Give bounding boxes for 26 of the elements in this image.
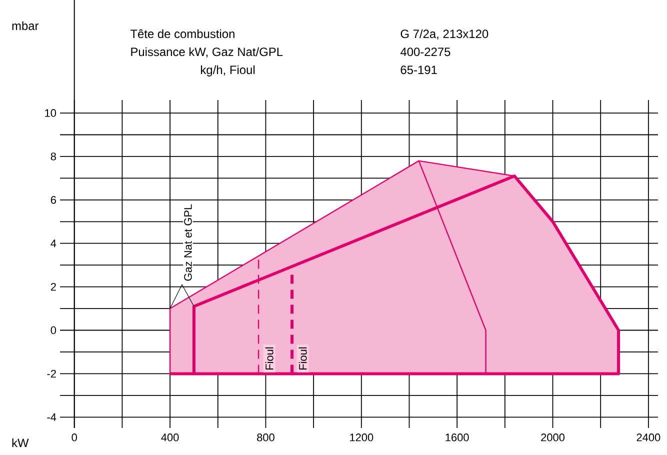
text: 400-2275 xyxy=(400,48,450,56)
text: Tête de combustion xyxy=(130,29,234,38)
y-tick-label: 0 xyxy=(50,326,56,334)
y-tick-label: 10 xyxy=(45,109,56,117)
x-tick-label: 2000 xyxy=(541,434,564,442)
text: Puissance kW, Gaz Nat/GPL xyxy=(131,47,283,58)
y-tick-label: 6 xyxy=(50,196,56,204)
annotation: Fioul xyxy=(298,347,307,370)
x-tick-label: 400 xyxy=(161,434,179,442)
annotation: Fioul xyxy=(265,347,274,370)
x-tick-label: 2400 xyxy=(636,434,660,442)
text: G 7/2a, 213x120 xyxy=(400,29,488,40)
annotation: Gaz Nat et GPL xyxy=(184,204,192,281)
text: kg/h, Fioul xyxy=(201,65,255,76)
y-tick-label: -4 xyxy=(47,413,56,421)
x-tick-label: 0 xyxy=(72,434,77,442)
y-tick-label: -2 xyxy=(47,370,56,378)
text: mbar xyxy=(12,21,39,30)
y-tick-label: 2 xyxy=(50,282,56,291)
x-axis-title: kW xyxy=(12,438,29,447)
x-tick-label: 1600 xyxy=(446,434,469,442)
y-tick-label: 4 xyxy=(50,240,56,248)
x-tick-label: 1200 xyxy=(350,434,374,442)
x-tick-label: 800 xyxy=(257,434,274,442)
y-tick-label: 8 xyxy=(50,152,56,160)
text: 65-191 xyxy=(400,66,437,74)
